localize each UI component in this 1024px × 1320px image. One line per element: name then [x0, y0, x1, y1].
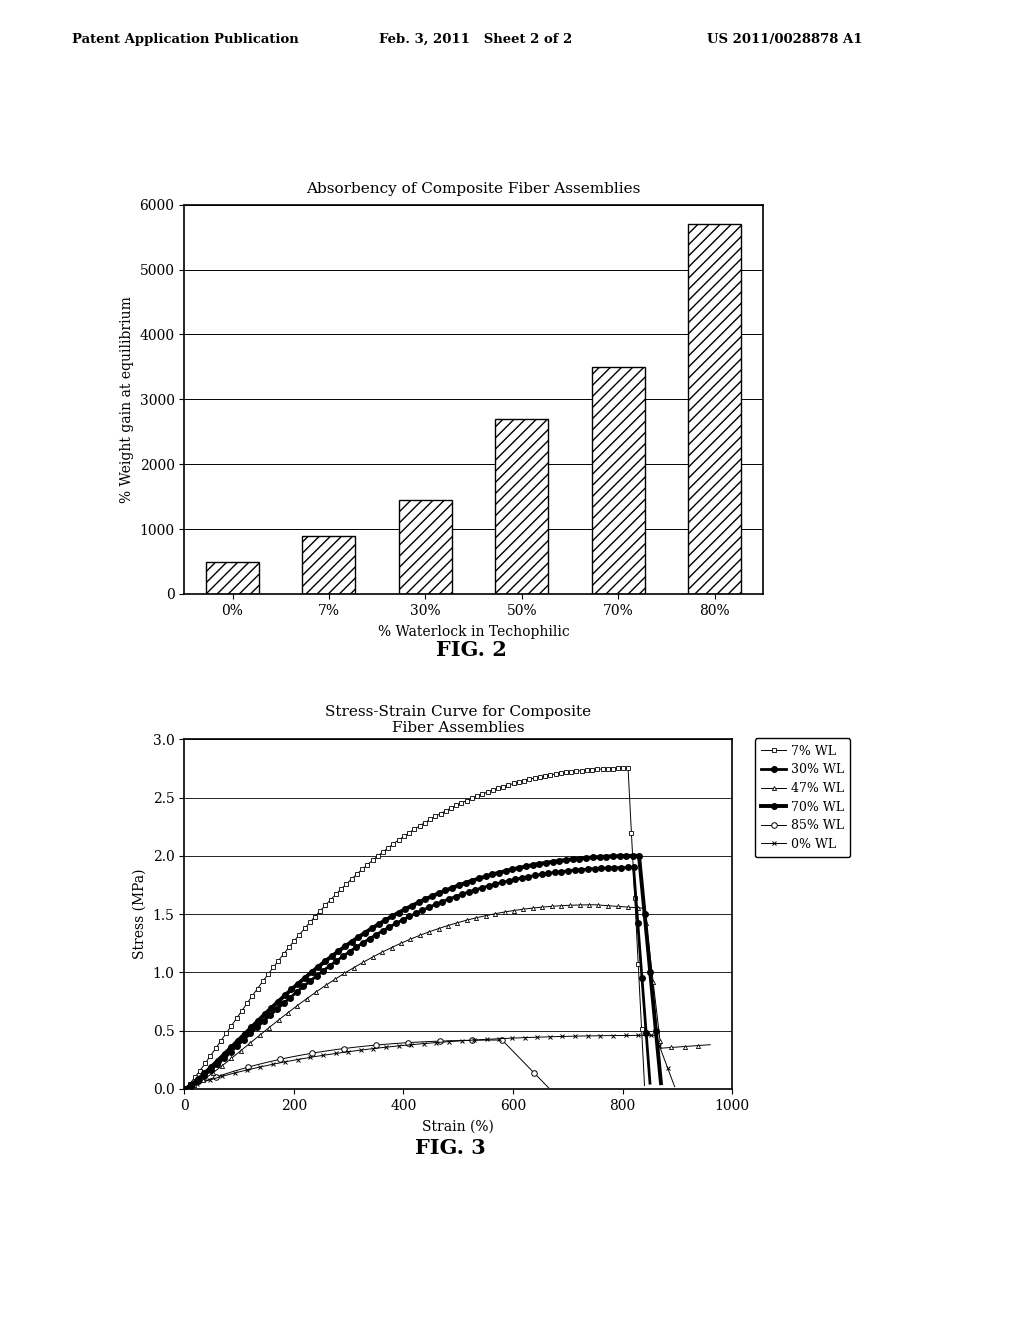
Title: Absorbency of Composite Fiber Assemblies: Absorbency of Composite Fiber Assemblies	[306, 182, 641, 197]
85% WL	[496, 1032, 508, 1048]
Bar	[399, 500, 452, 594]
70% WL	[178, 1081, 190, 1097]
47% WL	[228, 1048, 241, 1064]
47% WL	[254, 1027, 266, 1043]
30% WL	[477, 879, 489, 895]
Y-axis label: % Weight gain at equilibrium: % Weight gain at equilibrium	[120, 296, 134, 503]
70% WL	[286, 982, 298, 998]
Bar	[302, 536, 355, 594]
47% WL	[705, 1036, 717, 1052]
47% WL	[654, 1040, 667, 1056]
Text: Feb. 3, 2011   Sheet 2 of 2: Feb. 3, 2011 Sheet 2 of 2	[379, 33, 572, 46]
Title: Stress-Strain Curve for Composite
Fiber Assemblies: Stress-Strain Curve for Composite Fiber …	[326, 705, 591, 735]
30% WL	[236, 1034, 248, 1049]
0% WL	[620, 1027, 632, 1043]
0% WL	[178, 1081, 190, 1097]
7% WL	[487, 781, 500, 797]
70% WL	[495, 865, 507, 880]
70% WL	[187, 1076, 200, 1092]
47% WL	[357, 954, 370, 970]
Line: 47% WL: 47% WL	[182, 903, 713, 1092]
7% WL	[638, 1077, 650, 1093]
0% WL	[591, 1028, 603, 1044]
30% WL	[284, 990, 296, 1006]
Line: 0% WL: 0% WL	[182, 1034, 677, 1092]
7% WL	[283, 940, 295, 956]
30% WL	[178, 1081, 190, 1097]
7% WL	[186, 1072, 199, 1088]
30% WL	[492, 875, 504, 891]
7% WL	[307, 909, 319, 925]
7% WL	[236, 1003, 248, 1019]
Bar	[688, 224, 741, 594]
Line: 85% WL: 85% WL	[181, 1038, 551, 1092]
Text: FIG. 3: FIG. 3	[415, 1138, 486, 1158]
X-axis label: Strain (%): Strain (%)	[422, 1119, 495, 1134]
85% WL	[178, 1081, 190, 1097]
85% WL	[245, 1059, 257, 1074]
Bar	[592, 367, 645, 594]
0% WL	[669, 1078, 681, 1094]
X-axis label: % Waterlock in Techophilic: % Waterlock in Techophilic	[378, 624, 569, 639]
47% WL	[360, 952, 373, 968]
85% WL	[517, 1053, 529, 1069]
70% WL	[481, 869, 494, 884]
7% WL	[622, 760, 634, 776]
70% WL	[633, 847, 645, 863]
85% WL	[475, 1032, 487, 1048]
Bar	[496, 418, 548, 594]
47% WL	[178, 1081, 190, 1097]
85% WL	[467, 1032, 479, 1048]
Text: Patent Application Publication: Patent Application Publication	[72, 33, 298, 46]
Legend: 7% WL, 30% WL, 47% WL, 70% WL, 85% WL, 0% WL: 7% WL, 30% WL, 47% WL, 70% WL, 85% WL, 0…	[755, 738, 851, 857]
70% WL	[654, 1076, 667, 1092]
7% WL	[178, 1081, 190, 1097]
85% WL	[543, 1080, 555, 1096]
0% WL	[649, 1027, 662, 1043]
Line: 30% WL: 30% WL	[181, 865, 652, 1092]
30% WL	[628, 859, 640, 875]
30% WL	[644, 1076, 656, 1092]
Line: 70% WL: 70% WL	[181, 853, 664, 1092]
Bar	[206, 561, 259, 594]
30% WL	[309, 969, 322, 985]
7% WL	[473, 787, 485, 803]
0% WL	[532, 1030, 545, 1045]
30% WL	[186, 1076, 199, 1092]
0% WL	[539, 1030, 551, 1045]
Y-axis label: Stress (MPa): Stress (MPa)	[133, 869, 147, 960]
70% WL	[310, 960, 323, 975]
47% WL	[589, 896, 601, 912]
Line: 7% WL: 7% WL	[182, 767, 646, 1092]
85% WL	[303, 1045, 315, 1061]
Text: FIG. 2: FIG. 2	[435, 640, 507, 660]
85% WL	[541, 1078, 553, 1094]
0% WL	[438, 1034, 451, 1049]
0% WL	[251, 1060, 263, 1076]
70% WL	[237, 1028, 249, 1044]
Text: US 2011/0028878 A1: US 2011/0028878 A1	[707, 33, 862, 46]
47% WL	[635, 900, 647, 916]
